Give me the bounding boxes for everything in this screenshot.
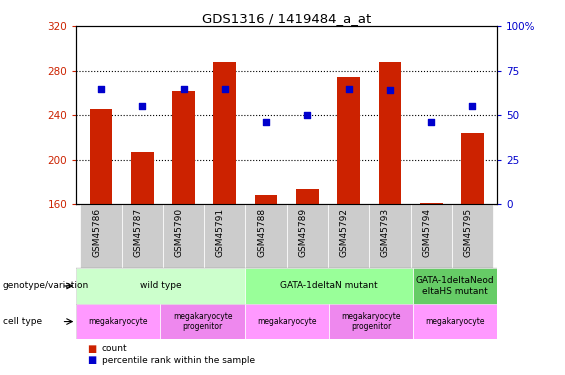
Bar: [245, 268, 413, 304]
Text: GSM45788: GSM45788: [257, 207, 266, 256]
Text: GSM45787: GSM45787: [133, 207, 142, 256]
Bar: [413, 268, 497, 304]
Text: ■: ■: [88, 344, 97, 354]
Text: GSM45789: GSM45789: [298, 207, 307, 256]
Text: megakaryocyte: megakaryocyte: [257, 317, 316, 326]
Text: GSM45790: GSM45790: [175, 207, 184, 256]
Bar: [420, 203, 442, 204]
Bar: [287, 204, 328, 268]
Bar: [163, 204, 204, 268]
Text: GSM45791: GSM45791: [216, 207, 225, 256]
Point: [97, 86, 106, 92]
Text: cell type: cell type: [3, 317, 42, 326]
Title: GDS1316 / 1419484_a_at: GDS1316 / 1419484_a_at: [202, 12, 371, 25]
Text: megakaryocyte: megakaryocyte: [425, 317, 485, 326]
Bar: [379, 62, 401, 204]
Point: [262, 119, 271, 125]
Bar: [337, 78, 360, 204]
Bar: [461, 133, 484, 204]
Bar: [328, 204, 370, 268]
Bar: [90, 109, 112, 204]
Point: [179, 86, 188, 92]
Text: GATA-1deltaNeod
eltaHS mutant: GATA-1deltaNeod eltaHS mutant: [416, 276, 494, 296]
Bar: [411, 204, 452, 268]
Text: GSM45795: GSM45795: [463, 207, 472, 256]
Point: [427, 119, 436, 125]
Text: megakaryocyte
progenitor: megakaryocyte progenitor: [173, 312, 232, 331]
Bar: [76, 304, 160, 339]
Bar: [160, 304, 245, 339]
Text: GSM45793: GSM45793: [381, 207, 390, 256]
Bar: [172, 91, 195, 204]
Text: count: count: [102, 344, 127, 353]
Text: megakaryocyte: megakaryocyte: [89, 317, 148, 326]
Bar: [245, 204, 287, 268]
Bar: [452, 204, 493, 268]
Bar: [413, 304, 497, 339]
Bar: [255, 195, 277, 204]
Text: wild type: wild type: [140, 281, 181, 290]
Point: [468, 104, 477, 110]
Text: GATA-1deltaN mutant: GATA-1deltaN mutant: [280, 281, 377, 290]
Point: [344, 86, 353, 92]
Point: [385, 87, 394, 93]
Point: [138, 104, 147, 110]
Point: [303, 112, 312, 118]
Bar: [214, 62, 236, 204]
Point: [220, 86, 229, 92]
Text: percentile rank within the sample: percentile rank within the sample: [102, 356, 255, 365]
Bar: [204, 204, 245, 268]
Bar: [121, 204, 163, 268]
Bar: [76, 268, 245, 304]
Text: GSM45794: GSM45794: [422, 207, 431, 256]
Text: genotype/variation: genotype/variation: [3, 281, 89, 290]
Bar: [245, 304, 329, 339]
Text: ■: ■: [88, 356, 97, 365]
Bar: [370, 204, 411, 268]
Bar: [131, 152, 154, 204]
Text: GSM45792: GSM45792: [340, 207, 349, 256]
Bar: [296, 189, 319, 204]
Text: GSM45786: GSM45786: [92, 207, 101, 256]
Bar: [80, 204, 121, 268]
Text: megakaryocyte
progenitor: megakaryocyte progenitor: [341, 312, 401, 331]
Bar: [329, 304, 413, 339]
